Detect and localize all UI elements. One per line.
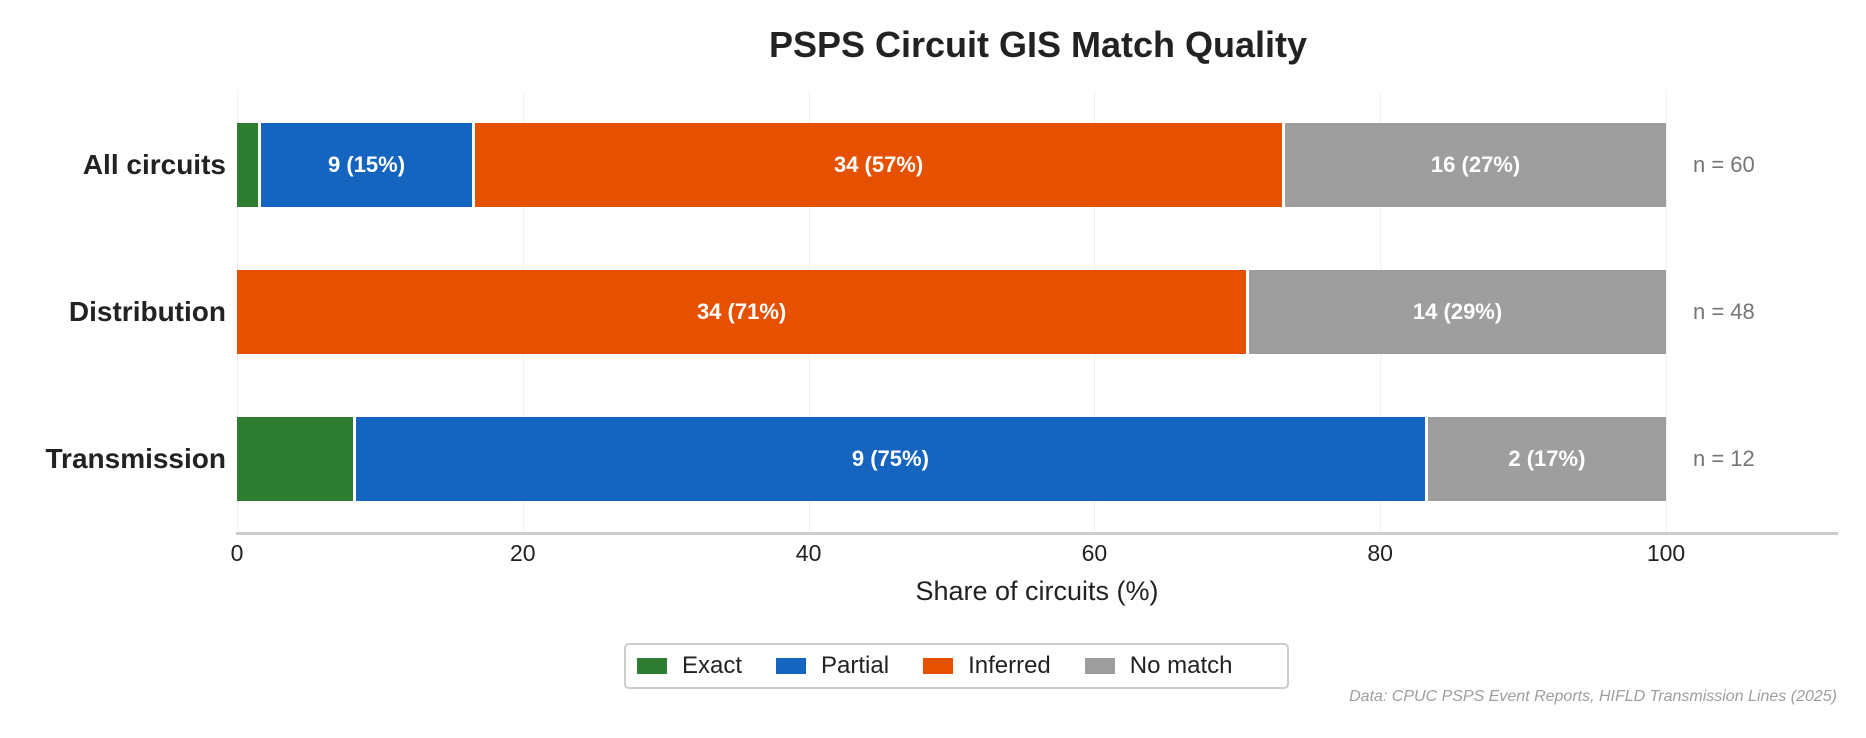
x-tick-label: 60 [1081, 540, 1108, 566]
legend-swatch-icon [637, 658, 667, 674]
legend-label: No match [1129, 652, 1233, 679]
x-tick-label: 80 [1367, 540, 1393, 566]
x-tick-label: 20 [510, 540, 536, 566]
legend-swatch-icon [1084, 658, 1115, 674]
bar-segment-no-match: 14 (29%) [1249, 270, 1666, 354]
bar-value-label: 34 (71%) [696, 299, 787, 324]
row-count-label: n = 12 [1693, 446, 1755, 471]
legend-item-no-match: No match [1084, 652, 1233, 680]
legend-label: Exact [682, 652, 743, 679]
x-axis-line [236, 532, 1838, 535]
legend: Exact Partial Inferred No match [624, 643, 1289, 689]
row-count-label: n = 60 [1693, 152, 1755, 177]
bar-value-label: 34 (57%) [833, 152, 924, 177]
y-category-label: Transmission [45, 443, 226, 474]
bar-value-label: 16 (27%) [1430, 152, 1521, 177]
x-tick-label: 40 [795, 540, 822, 566]
y-category-label: Distribution [68, 296, 226, 327]
legend-label: Inferred [968, 652, 1051, 679]
bar-segment-inferred: 34 (71%) [237, 270, 1247, 354]
x-axis-label: Share of circuits (%) [915, 576, 1159, 606]
legend-item-partial: Partial [776, 652, 889, 680]
legend-item-exact: Exact [637, 652, 742, 680]
legend-label: Partial [821, 652, 890, 679]
bar-value-label: 9 (75%) [851, 446, 929, 471]
bar-segment-partial: 9 (75%) [356, 417, 1425, 501]
chart-title: PSPS Circuit GIS Match Quality [768, 24, 1308, 65]
bar-value-label: 14 (29%) [1412, 299, 1503, 324]
bar-segment-no-match: 2 (17%) [1427, 417, 1666, 501]
x-gridline [1666, 91, 1667, 533]
source-note: Data: CPUC PSPS Event Reports, HIFLD Tra… [1349, 688, 1837, 705]
bar-segment-exact [237, 417, 354, 501]
bar-value-label: 9 (15%) [328, 152, 406, 177]
row-count-label: n = 48 [1693, 299, 1755, 324]
x-tick-label: 100 [1646, 540, 1686, 566]
x-tick-label: 0 [230, 540, 244, 566]
legend-swatch-icon [923, 658, 954, 674]
bar-segment-inferred: 34 (57%) [475, 123, 1283, 207]
bar-segment-no-match: 16 (27%) [1285, 123, 1667, 207]
legend-swatch-icon [776, 658, 807, 674]
bar-segment-partial: 9 (15%) [260, 123, 473, 207]
legend-item-inferred: Inferred [923, 652, 1051, 680]
bar-segment-exact [237, 123, 258, 207]
y-category-label: All circuits [82, 149, 226, 180]
bar-value-label: 2 (17%) [1508, 446, 1586, 471]
